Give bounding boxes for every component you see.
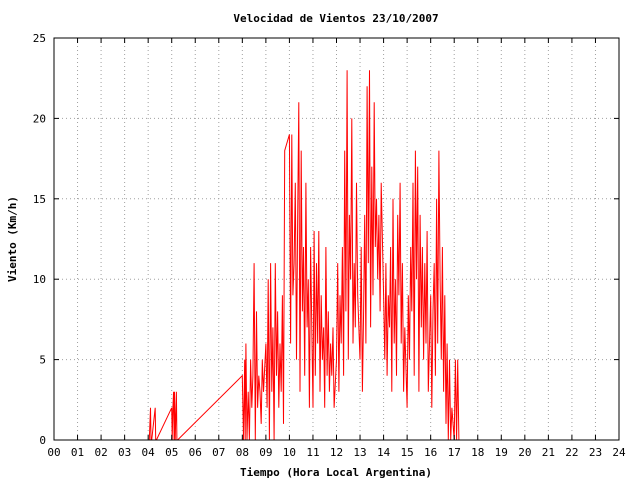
x-tick-label: 19 [495,446,508,459]
y-tick-label: 10 [33,273,46,286]
x-tick-label: 01 [71,446,84,459]
y-tick-labels: 0 5 10 15 20 25 [33,32,46,447]
x-tick-labels: 00 01 02 03 04 05 06 07 08 09 10 11 12 13 14 15 16 17 18 19… [47,446,626,459]
y-tick-label: 25 [33,32,46,45]
x-tick-label: 00 [47,446,60,459]
x-tick-label: 18 [471,446,484,459]
y-tick-label: 0 [39,434,46,447]
x-tick-label: 22 [565,446,578,459]
x-tick-label: 02 [94,446,107,459]
x-tick-label: 07 [212,446,225,459]
x-tick-label: 16 [424,446,437,459]
y-axis-label: Viento (Km/h) [6,196,19,282]
x-tick-label: 23 [589,446,602,459]
y-tick-label: 15 [33,193,46,206]
grid [54,38,619,440]
y-tick-label: 5 [39,354,46,367]
x-tick-label: 09 [259,446,272,459]
x-tick-label: 15 [401,446,414,459]
x-tick-label: 12 [330,446,343,459]
y-tick-label: 20 [33,112,46,125]
x-tick-label: 14 [377,446,391,459]
x-tick-label: 13 [353,446,366,459]
x-tick-label: 08 [236,446,249,459]
chart-title: Velocidad de Vientos 23/10/2007 [233,12,438,25]
x-tick-label: 17 [448,446,461,459]
x-tick-label: 20 [518,446,531,459]
wind-speed-series-line [148,70,460,441]
x-axis-label: Tiempo (Hora Local Argentina) [240,466,432,479]
tick-marks [53,37,620,441]
series-layer [148,70,460,441]
x-tick-label: 06 [189,446,202,459]
x-tick-label: 04 [142,446,156,459]
x-tick-label: 11 [306,446,319,459]
x-tick-label: 05 [165,446,178,459]
x-tick-label: 21 [542,446,555,459]
x-tick-label: 24 [612,446,626,459]
x-tick-label: 03 [118,446,131,459]
x-tick-label: 10 [283,446,296,459]
